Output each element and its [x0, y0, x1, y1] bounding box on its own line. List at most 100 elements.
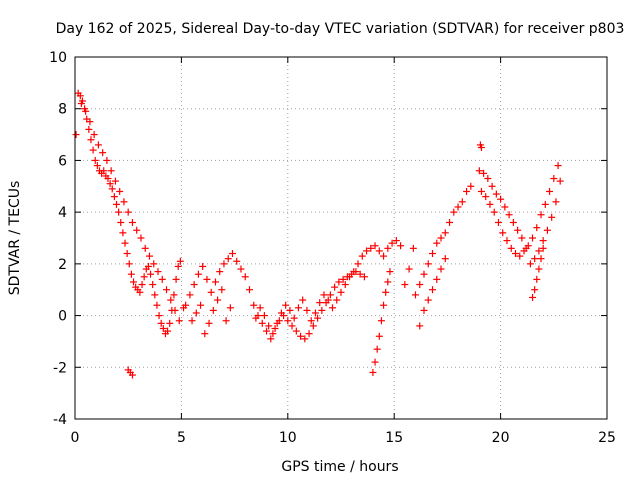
data-point [541, 200, 549, 208]
data-point [250, 301, 258, 309]
data-point [214, 296, 222, 304]
data-point [539, 237, 547, 245]
data-point [151, 291, 159, 299]
data-point [409, 244, 417, 252]
data-point [159, 325, 167, 332]
data-point [207, 288, 215, 296]
data-point [309, 322, 317, 330]
data-point [486, 200, 494, 208]
data-point [531, 286, 539, 294]
data-point [256, 304, 264, 312]
data-point [91, 156, 99, 164]
data-point [397, 242, 405, 250]
data-point [494, 218, 502, 226]
data-point [437, 265, 445, 273]
data-point [463, 187, 471, 195]
data-point [324, 296, 332, 304]
data-point [201, 330, 209, 338]
data-point [380, 252, 388, 260]
data-point [164, 327, 172, 335]
data-point [155, 312, 163, 320]
data-point [87, 136, 95, 144]
data-point [505, 211, 513, 219]
data-point [333, 296, 341, 304]
data-point [128, 371, 136, 379]
data-point [320, 291, 328, 299]
data-point [89, 146, 97, 154]
data-point [509, 218, 517, 226]
data-point [533, 275, 541, 283]
data-point [199, 262, 207, 270]
data-point [271, 325, 279, 332]
data-point [482, 193, 490, 201]
data-point [356, 270, 364, 278]
data-point [335, 278, 343, 286]
data-point [450, 208, 458, 216]
data-point [375, 332, 383, 340]
data-point [548, 213, 556, 221]
y-axis-label: SDTVAR / TECUs [7, 181, 23, 296]
data-point [392, 237, 400, 245]
data-point [516, 252, 524, 260]
data-point [420, 270, 428, 278]
data-point [424, 260, 432, 268]
data-point [446, 218, 454, 226]
x-tick-label: 20 [492, 430, 510, 446]
data-point [328, 304, 336, 312]
data-point [260, 312, 268, 320]
data-point [175, 317, 183, 325]
data-point [303, 306, 311, 314]
data-point [301, 335, 309, 343]
data-point [475, 167, 483, 175]
data-point [363, 247, 371, 255]
data-point [136, 288, 144, 296]
data-point [128, 218, 136, 226]
data-point [186, 291, 194, 299]
data-point [226, 304, 234, 312]
data-point [115, 208, 123, 216]
x-tick-label: 0 [71, 430, 80, 446]
data-point [171, 306, 179, 314]
data-point [110, 193, 118, 201]
data-point [507, 244, 515, 252]
data-point [346, 273, 354, 281]
data-point [188, 317, 196, 325]
data-point [354, 260, 362, 268]
data-point [100, 167, 108, 175]
y-tick-label: -2 [53, 360, 67, 376]
data-point [503, 237, 511, 245]
data-point [119, 229, 127, 237]
data-point [233, 257, 241, 265]
x-tick-label: 15 [385, 430, 403, 446]
data-point [282, 301, 290, 309]
data-point [141, 244, 149, 252]
data-point [543, 226, 551, 234]
data-point [220, 260, 228, 268]
data-point [176, 257, 184, 265]
data-point [405, 265, 413, 273]
data-point [111, 177, 119, 185]
data-point [127, 270, 135, 278]
data-point [556, 177, 564, 185]
data-point [154, 268, 162, 276]
data-point [401, 281, 409, 289]
data-point [386, 268, 394, 276]
data-point [104, 175, 112, 183]
data-point [153, 301, 161, 309]
data-point [518, 234, 526, 242]
data-point [314, 314, 322, 322]
data-point [90, 131, 98, 139]
data-point [550, 175, 558, 183]
data-point [429, 286, 437, 294]
data-point [377, 317, 385, 325]
data-point [140, 273, 148, 281]
data-point [216, 268, 224, 276]
data-point [228, 250, 236, 258]
x-tick-label: 10 [279, 430, 297, 446]
data-point [341, 281, 349, 289]
data-point [537, 255, 545, 263]
data-point [99, 149, 107, 157]
axis-ticks: 0 5 10 15 20 25 -4 -2 0 2 4 6 8 10 [49, 50, 616, 446]
data-point [137, 234, 145, 242]
data-point [174, 262, 182, 270]
